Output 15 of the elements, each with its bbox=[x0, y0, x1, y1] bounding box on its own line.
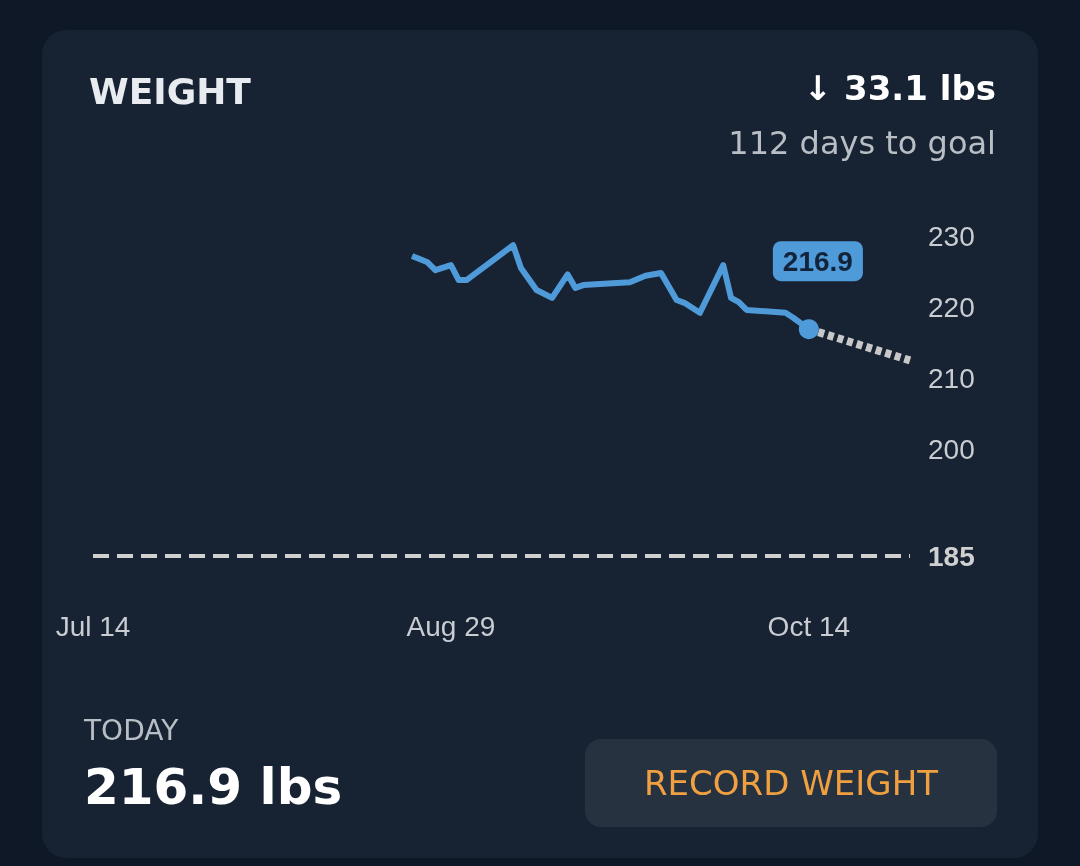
x-tick-label: Oct 14 bbox=[767, 610, 851, 642]
y-tick-label: 220 bbox=[928, 291, 975, 323]
y-tick-label: 200 bbox=[928, 433, 975, 465]
y-tick-label: 210 bbox=[928, 362, 975, 394]
x-tick-label: Jul 14 bbox=[55, 610, 131, 642]
text: 112 days to goal bbox=[728, 124, 996, 162]
chart-title: WEIGHT bbox=[89, 70, 252, 112]
ref-line-label: 185 bbox=[928, 540, 975, 572]
record-button[interactable]: RECORD WEIGHT bbox=[585, 739, 997, 827]
y-tick-label: 230 bbox=[928, 220, 975, 252]
text: TODAY bbox=[84, 714, 179, 747]
data-label: 216.9 bbox=[782, 245, 853, 277]
text: ↓ 33.1 lbs bbox=[803, 68, 996, 108]
text: 216.9 lbs bbox=[84, 758, 343, 816]
x-tick-label: Aug 29 bbox=[406, 610, 496, 642]
